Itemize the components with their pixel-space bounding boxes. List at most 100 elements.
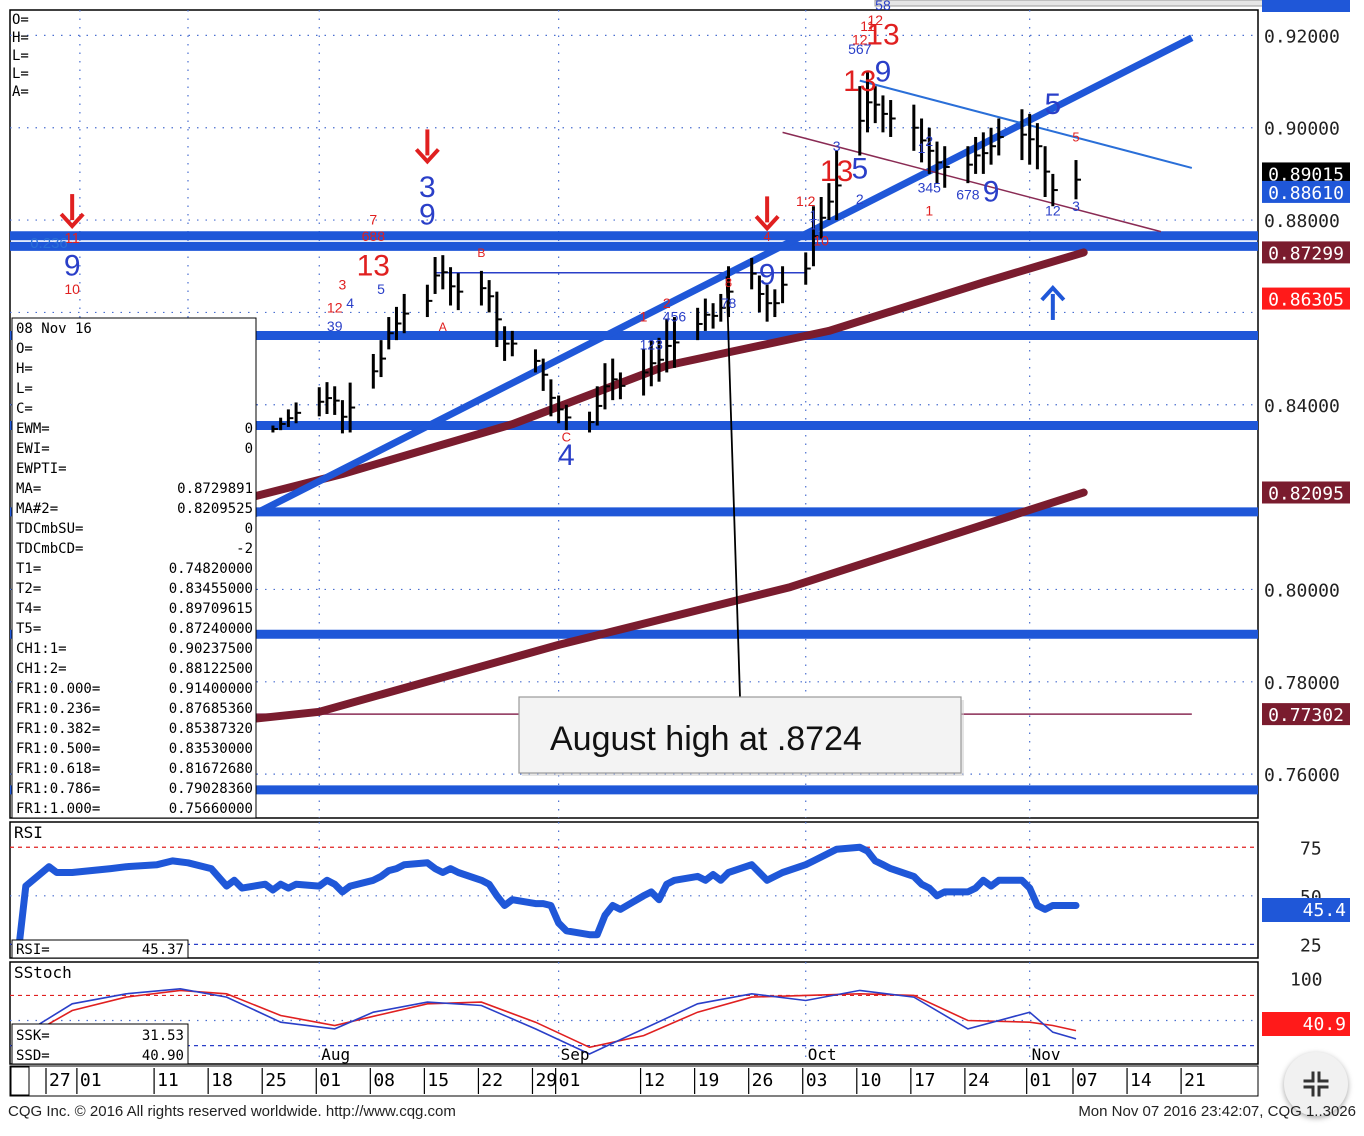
sstoch-title: SStoch bbox=[14, 963, 72, 982]
study-field-label: FR1:0.236= bbox=[16, 701, 100, 717]
study-field-value: 0.87240000 bbox=[169, 621, 253, 637]
td-count-label: 345 bbox=[918, 179, 942, 195]
td-count-label: 10 bbox=[64, 281, 80, 297]
stoch-tick-label: 100 bbox=[1290, 970, 1323, 991]
study-field-label: CH1:1= bbox=[16, 641, 67, 657]
day-tick-label: 10 bbox=[860, 1070, 882, 1091]
price-tag-bg bbox=[1262, 241, 1350, 264]
td-count-label: 13 bbox=[866, 19, 899, 52]
price-tag-label: 0.87299 bbox=[1268, 243, 1344, 264]
day-tick-label: 12 bbox=[644, 1070, 666, 1091]
price-tag: 0.89015 bbox=[1262, 162, 1350, 185]
td-count-label: 3 bbox=[419, 171, 436, 204]
day-tick-label: 24 bbox=[968, 1070, 990, 1091]
study-field-label: C= bbox=[16, 401, 33, 417]
price-tag-label: 0.88610 bbox=[1268, 183, 1344, 204]
time-axis-frame bbox=[9, 1065, 1259, 1097]
td-count-label: 11 bbox=[860, 18, 875, 34]
top-right-field bbox=[874, 0, 1266, 7]
td-count-label: C bbox=[562, 430, 571, 445]
price-tick-label: 0.92000 bbox=[1264, 26, 1340, 47]
down-arrow-marker bbox=[414, 129, 440, 165]
study-field-label: T1= bbox=[16, 561, 41, 577]
study-field-label: MA= bbox=[16, 481, 41, 497]
td-count-label: 12 bbox=[867, 12, 883, 28]
study-field-value: 0.8209525 bbox=[177, 501, 253, 517]
day-tick-label: 17 bbox=[914, 1070, 936, 1091]
study-field-value: -2 bbox=[236, 541, 253, 557]
price-tick-label: 0.80000 bbox=[1264, 580, 1340, 601]
study-field-label: MA#2= bbox=[16, 501, 58, 517]
study-field-label: L= bbox=[16, 381, 33, 397]
fullscreen-toggle-button[interactable] bbox=[1284, 1052, 1348, 1116]
callout-pointer-line bbox=[725, 276, 741, 698]
td-count-label: 4 bbox=[558, 439, 575, 472]
day-tick-label: 22 bbox=[481, 1070, 503, 1091]
day-tick-label: 29 bbox=[535, 1070, 557, 1091]
arrow-head bbox=[59, 212, 85, 230]
td-count-label: 39 bbox=[327, 318, 343, 334]
study-field-value: 0.88122500 bbox=[169, 661, 253, 677]
rsi-tick-label: 75 bbox=[1300, 838, 1322, 859]
td-count-label: 5 bbox=[1072, 130, 1079, 145]
td-count-label: 1 bbox=[640, 309, 648, 325]
price-tag-label: 0.89015 bbox=[1268, 164, 1344, 185]
day-tick-label: 07 bbox=[1076, 1070, 1098, 1091]
td-count-label: 12 bbox=[327, 299, 343, 315]
study-field-value: 0.89709615 bbox=[169, 601, 253, 617]
day-tick-label: 03 bbox=[806, 1070, 828, 1091]
ssk-label: SSK= bbox=[16, 1028, 50, 1044]
study-field-label: TDCmbSU= bbox=[16, 521, 83, 537]
month-label: Sep bbox=[561, 1045, 590, 1064]
td-count-label: 3 bbox=[339, 276, 347, 292]
td-count-label: 7 bbox=[369, 212, 377, 228]
td-count-label: 3 bbox=[1072, 198, 1080, 214]
td-count-label: 123 bbox=[640, 336, 664, 352]
price-tag: 0.88610 bbox=[1262, 180, 1350, 204]
td-count-label: 9 bbox=[419, 199, 436, 232]
day-tick-label: 25 bbox=[265, 1070, 287, 1091]
td-count-label: 78 bbox=[721, 295, 737, 311]
study-field-label: EWM= bbox=[16, 421, 50, 437]
study-field-label: FR1:0.382= bbox=[16, 721, 100, 737]
rsi-tag-label: 45.4 bbox=[1303, 900, 1346, 921]
td-count-label: 1 bbox=[810, 207, 818, 223]
study-field-label: FR1:0.500= bbox=[16, 741, 100, 757]
td-count-label: 0.236 bbox=[30, 235, 68, 252]
rsi-value-box bbox=[11, 939, 189, 959]
study-field-label: FR1:1.000= bbox=[16, 801, 100, 817]
ssk-value: 31.53 bbox=[142, 1028, 184, 1044]
copyright-footer: CQG Inc. © 2016 All rights reserved worl… bbox=[8, 1103, 456, 1120]
study-field-label: FR1:0.000= bbox=[16, 681, 100, 697]
study-field-label: FR1:0.618= bbox=[16, 761, 100, 777]
price-tick-label: 0.84000 bbox=[1264, 396, 1340, 417]
td-count-label: 58 bbox=[875, 0, 891, 13]
td-count-label: 10 bbox=[813, 232, 829, 248]
day-tick-label: 26 bbox=[752, 1070, 774, 1091]
top-field-label: L= bbox=[12, 66, 29, 82]
study-field-value: 0.75660000 bbox=[169, 801, 253, 817]
td-count-label: 9 bbox=[983, 176, 1000, 209]
top-price-tag bbox=[1262, 0, 1350, 12]
price-tag-bg bbox=[1262, 162, 1350, 185]
ssk-line bbox=[17, 987, 1077, 1055]
study-field-value: 0.87685360 bbox=[169, 701, 253, 717]
td-count-label: 4 bbox=[764, 229, 771, 244]
rsi-panel-frame bbox=[9, 821, 1259, 959]
price-tag-bg bbox=[1262, 287, 1350, 310]
td-count-label: A bbox=[439, 320, 447, 334]
td-count-label: 2 bbox=[925, 133, 933, 149]
study-field-value: 0.91400000 bbox=[169, 681, 253, 697]
td-count-label: 2 bbox=[856, 191, 864, 207]
price-tag: 0.87299 bbox=[1262, 241, 1350, 264]
td-count-label: 11 bbox=[64, 230, 80, 247]
ssd-line bbox=[17, 989, 1077, 1049]
td-count-label: 8 bbox=[725, 275, 732, 290]
price-tick-label: 0.88000 bbox=[1264, 211, 1340, 232]
day-tick-label: 21 bbox=[1184, 1070, 1206, 1091]
rsi-line bbox=[14, 843, 1080, 958]
month-label: Nov bbox=[1032, 1045, 1061, 1064]
sstoch-panel-frame bbox=[9, 961, 1259, 1065]
td-count-label: 1 bbox=[810, 216, 818, 232]
price-tag-bg bbox=[1262, 703, 1350, 726]
